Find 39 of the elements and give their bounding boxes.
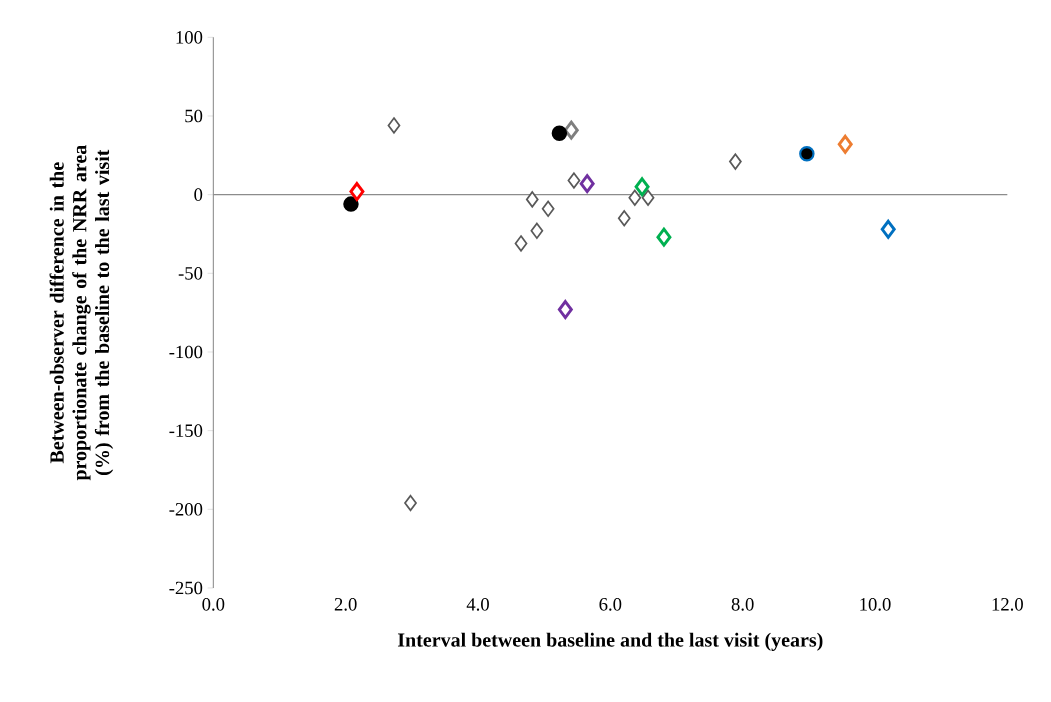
x-axis-title: Interval between baseline and the last visit (years): [397, 632, 823, 651]
x-tick-label: 4.0: [466, 598, 489, 611]
x-tick-label: 12.0: [992, 598, 1023, 611]
x-tick-label: 6.0: [599, 598, 622, 611]
point: [551, 125, 568, 142]
point: [837, 134, 853, 154]
point: [634, 177, 650, 197]
x-tick-label: 0.0: [202, 598, 225, 611]
point: [563, 120, 579, 140]
point: [628, 189, 642, 207]
point: [729, 153, 742, 170]
y-tick-label: -100: [169, 345, 203, 359]
point: [404, 494, 417, 512]
point: [530, 222, 544, 240]
point: [617, 210, 631, 227]
point: [343, 196, 359, 212]
point: [880, 219, 896, 239]
y-tick-label: 0: [194, 188, 203, 201]
point: [557, 300, 573, 319]
point: [567, 172, 581, 189]
point: [387, 117, 401, 134]
point: [579, 174, 595, 194]
point: [641, 189, 655, 207]
y-tick-label: -250: [169, 581, 203, 595]
point: [541, 200, 555, 218]
y-tick-label: -150: [169, 424, 203, 437]
x-tick-label: 2.0: [334, 598, 357, 611]
point: [525, 191, 539, 208]
y-tick-label: 100: [176, 31, 203, 44]
point: [799, 146, 815, 162]
x-tick-label: 10.0: [860, 598, 891, 611]
point: [349, 182, 365, 201]
y-axis-title: Between-observer difference in the proportionate change of the NRR area (%) from the baseline to the last visit: [49, 145, 114, 481]
y-tick-label: 50: [185, 109, 203, 123]
y-tick-label: -50: [178, 267, 203, 280]
x-tick-label: 8.0: [731, 598, 754, 611]
point: [514, 235, 528, 252]
point: [656, 227, 672, 247]
y-tick-label: -200: [169, 503, 203, 516]
